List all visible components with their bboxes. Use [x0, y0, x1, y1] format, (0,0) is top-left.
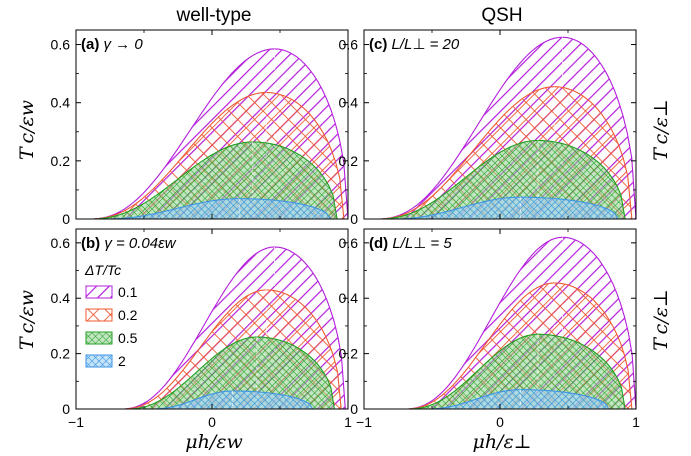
panel-a: 0 0.2 0.4 0.6 (a) γ → 0: [51, 29, 349, 227]
legend: ΔT/Tc 0.1 0.2 0.5 2: [84, 262, 138, 369]
y-tick-label: 0.6: [51, 37, 71, 53]
series-areas: [404, 236, 636, 409]
panel-parameter: L/L⊥ = 20: [392, 36, 460, 53]
series-areas: [120, 246, 346, 409]
legend-swatch-0.2: [85, 308, 113, 322]
x-tick-label: 0: [208, 414, 216, 430]
series-areas: [89, 48, 348, 219]
x-tick-label: 1: [632, 414, 640, 430]
y-tick-label: 0: [350, 211, 358, 227]
panel-letter: (d): [369, 235, 392, 252]
y-tick-label: 0.2: [51, 153, 71, 169]
x-axis-title-left: μh/εw: [185, 431, 242, 453]
series-area-2: [425, 389, 610, 409]
y-tick-label: 0.2: [339, 346, 359, 362]
y-tick-label: 0: [62, 211, 70, 227]
series-area-2: [150, 390, 314, 409]
x-tick-label: −1: [356, 414, 372, 430]
legend-label-0.1: 0.1: [118, 284, 138, 300]
y-tick-label: 0: [62, 401, 70, 417]
y-tick-label: 0.6: [51, 235, 71, 251]
legend-title: ΔT/Tc: [84, 262, 121, 278]
x-tick-label: 0: [496, 414, 504, 430]
legend-entry-2: 2: [85, 353, 126, 369]
legend-entry-0.5: 0.5: [85, 330, 138, 346]
legend-label-2: 2: [118, 353, 126, 369]
y-axis-title-bottom-left: T c/εw: [16, 290, 38, 350]
legend-label-0.2: 0.2: [118, 307, 138, 323]
x-tick-label: −1: [68, 414, 84, 430]
legend-entry-0.2: 0.2: [85, 307, 138, 323]
legend-swatch-2: [85, 354, 113, 368]
y-tick-label: 0.4: [339, 290, 359, 306]
y-axis-title-top-right: T c/ε⊥: [650, 99, 672, 161]
y-tick-label: 0.6: [339, 235, 359, 251]
series-area-2: [391, 196, 619, 219]
y-tick-label: 0.4: [51, 290, 71, 306]
panel-label: (c) L/L⊥ = 20: [369, 36, 460, 53]
y-tick-label: 0.2: [339, 153, 359, 169]
panel-letter: (c): [369, 36, 392, 53]
legend-label-0.5: 0.5: [118, 330, 138, 346]
series-areas: [377, 36, 636, 219]
column-title-well-type: well-type: [176, 5, 252, 26]
column-title-qsh: QSH: [481, 5, 522, 26]
y-tick-label: 0.2: [51, 346, 71, 362]
panel-label: (d) L/L⊥ = 5: [369, 235, 452, 252]
panels-group: 0 0.2 0.4 0.6 (a) γ → 0 0 0.2 0.4 0.6 (c) L/L⊥ = …: [51, 29, 640, 430]
panel-parameter: γ = 0.04εw: [104, 235, 176, 252]
panel-letter: (b): [81, 235, 104, 252]
y-tick-label: 0.4: [51, 95, 71, 111]
y-axis-title-top-left: T c/εw: [16, 100, 38, 160]
panel-label: (b) γ = 0.04εw: [81, 235, 177, 252]
panel-c: 0 0.2 0.4 0.6 (c) L/L⊥ = 20: [339, 29, 637, 227]
y-tick-label: 0.6: [339, 37, 359, 53]
y-tick-label: 0: [350, 401, 358, 417]
legend-swatch-0.5: [85, 331, 113, 345]
x-tick-label: 1: [344, 414, 352, 430]
y-tick-label: 0.4: [339, 95, 359, 111]
series-area-2: [103, 198, 331, 219]
legend-swatch-0.1: [85, 285, 113, 299]
series-area-0.5: [126, 336, 335, 409]
panel-d: 00.20.40.6−1 0 1(d) L/L⊥ = 5: [339, 228, 640, 430]
series-area-0.5: [407, 333, 626, 409]
x-axis-title-right: μh/ε⊥: [472, 431, 531, 453]
panel-letter: (a): [81, 36, 104, 53]
panel-b: 00.20.40.6−1 0 1(b) γ = 0.04εw: [51, 228, 352, 430]
panel-label: (a) γ → 0: [81, 36, 143, 53]
y-axis-title-bottom-right: T c/ε⊥: [650, 289, 672, 351]
panel-parameter: γ → 0: [104, 36, 144, 53]
legend-entry-0.1: 0.1: [85, 284, 138, 300]
panel-parameter: L/L⊥ = 5: [392, 235, 452, 252]
